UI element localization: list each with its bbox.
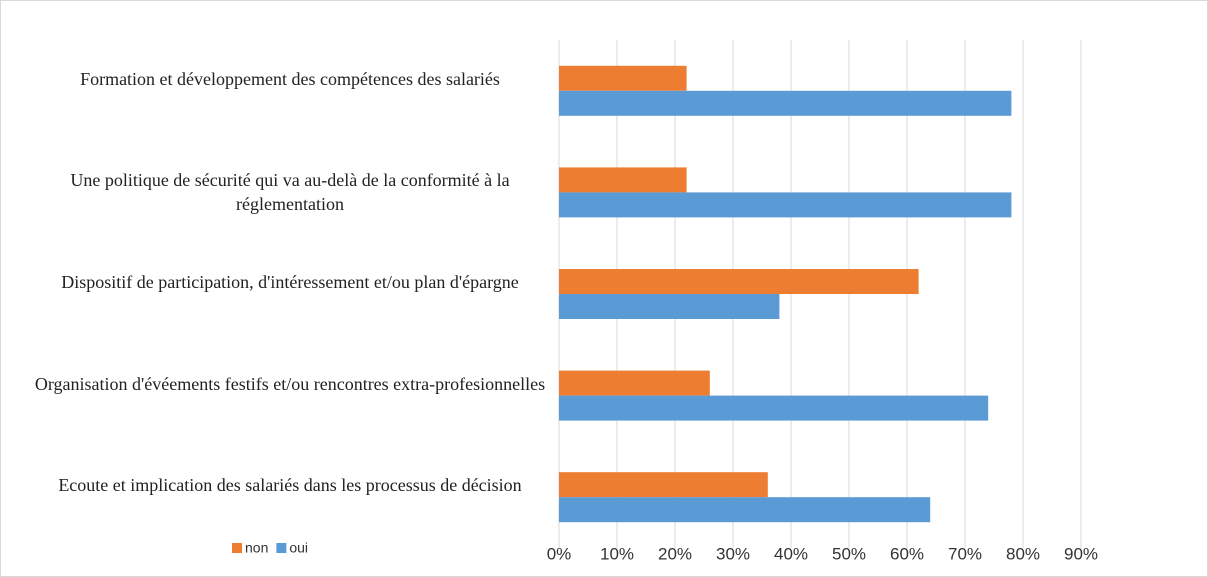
legend-label: oui — [289, 540, 308, 556]
x-tick-label: 40% — [774, 544, 808, 563]
y-tick-label: Ecoute et implication des salariés dans … — [58, 475, 522, 496]
bar — [559, 269, 919, 294]
bar — [559, 167, 687, 193]
y-tick-label: Formation et développement des compétenc… — [80, 68, 500, 89]
bar — [559, 370, 710, 396]
bar — [559, 90, 1012, 116]
x-tick-label: 0% — [547, 544, 572, 563]
x-tick-label: 30% — [716, 544, 750, 563]
legend-label: non — [245, 540, 268, 556]
y-tick-label: Organisation d'évéements festifs et/ou r… — [34, 373, 546, 394]
bar — [559, 472, 768, 498]
x-tick-label: 70% — [948, 544, 982, 563]
x-tick-label: 80% — [1006, 544, 1040, 563]
bar — [559, 497, 931, 523]
x-tick-label: 20% — [658, 544, 692, 563]
bar — [559, 294, 780, 319]
x-tick-label: 60% — [890, 544, 924, 563]
bar — [559, 192, 1012, 218]
y-tick-label: Une politique de sécurité qui va au-delà… — [70, 170, 510, 215]
y-tick-label: Dispositif de participation, d'intéresse… — [61, 272, 519, 292]
bar — [559, 65, 687, 91]
bar — [559, 395, 989, 421]
legend-swatch — [232, 543, 242, 553]
x-tick-label: 50% — [832, 544, 866, 563]
x-tick-label: 90% — [1064, 544, 1098, 563]
x-tick-label: 10% — [600, 544, 634, 563]
legend-swatch — [276, 543, 287, 553]
